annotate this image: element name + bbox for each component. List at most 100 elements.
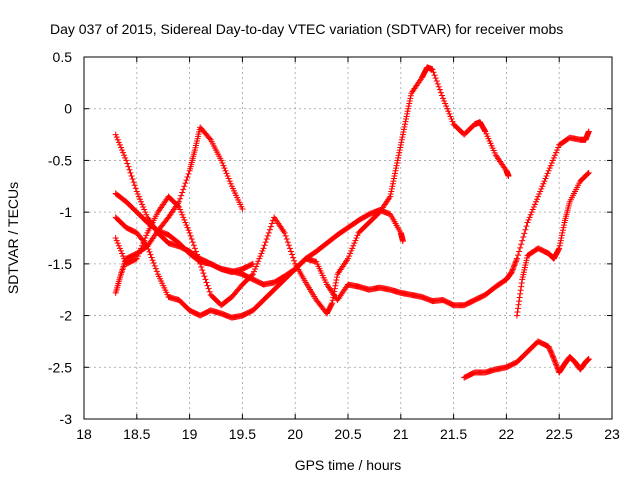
data-point bbox=[218, 157, 225, 164]
data-point bbox=[544, 170, 551, 177]
data-point bbox=[291, 257, 298, 264]
data-point bbox=[524, 219, 531, 226]
data-point bbox=[191, 245, 198, 252]
series-group bbox=[112, 64, 592, 381]
data-point bbox=[196, 257, 203, 264]
data-point bbox=[139, 242, 146, 249]
tick-labels: 18 18.5 19 19.5 20 20.5 21 21.5 22 22.5 23 0.5 0 -0.5… bbox=[48, 49, 620, 442]
data-point bbox=[431, 72, 438, 79]
data-point bbox=[261, 242, 268, 249]
data-point bbox=[177, 206, 184, 213]
data-point bbox=[135, 250, 142, 257]
data-point bbox=[353, 235, 360, 241]
data-point bbox=[399, 238, 406, 245]
y-axis-label: SDTVAR / TECUs bbox=[5, 182, 21, 294]
data-point bbox=[515, 252, 522, 259]
data-point bbox=[133, 188, 140, 195]
data-point bbox=[508, 269, 515, 276]
data-point bbox=[345, 255, 351, 262]
data-point bbox=[347, 250, 354, 257]
data-point bbox=[330, 291, 337, 298]
data-point bbox=[180, 186, 187, 193]
data-point bbox=[141, 237, 148, 244]
data-point bbox=[394, 160, 401, 167]
data-point bbox=[527, 211, 534, 218]
data-point bbox=[178, 192, 185, 199]
data-point bbox=[585, 128, 592, 135]
data-point bbox=[225, 175, 232, 182]
data-point bbox=[285, 242, 292, 249]
data-point bbox=[397, 141, 404, 148]
data-point bbox=[399, 134, 406, 141]
data-point bbox=[266, 226, 273, 233]
data-point bbox=[205, 285, 212, 292]
data-point bbox=[184, 224, 191, 231]
data-point bbox=[388, 185, 395, 192]
y-tick-label: 0 bbox=[64, 101, 72, 117]
data-point bbox=[202, 276, 209, 283]
data-point bbox=[513, 312, 520, 319]
data-point bbox=[256, 255, 263, 262]
data-point bbox=[188, 236, 195, 243]
data-point bbox=[143, 211, 150, 218]
series-arc-3 bbox=[112, 190, 406, 288]
data-point bbox=[134, 191, 141, 198]
data-point bbox=[517, 287, 524, 294]
data-point bbox=[119, 250, 126, 257]
data-point bbox=[444, 105, 451, 112]
data-point bbox=[119, 266, 126, 273]
data-point bbox=[398, 139, 405, 146]
data-point bbox=[543, 172, 550, 179]
data-point bbox=[519, 237, 526, 244]
data-point bbox=[330, 294, 337, 301]
data-point bbox=[348, 247, 355, 254]
data-point bbox=[262, 239, 269, 246]
x-tick-label: 20.5 bbox=[334, 426, 361, 442]
data-point bbox=[445, 108, 452, 115]
data-point bbox=[203, 279, 210, 286]
x-tick-label: 19 bbox=[182, 426, 198, 442]
data-point bbox=[187, 232, 194, 239]
data-point bbox=[547, 162, 554, 169]
data-point bbox=[535, 193, 542, 200]
x-tick-label: 20 bbox=[287, 426, 303, 442]
x-tick-label: 22 bbox=[499, 426, 515, 442]
data-point bbox=[118, 269, 125, 276]
data-point bbox=[438, 92, 445, 99]
data-point bbox=[441, 97, 448, 104]
data-point bbox=[114, 240, 121, 247]
data-point bbox=[437, 89, 444, 96]
data-point bbox=[127, 169, 134, 176]
data-point bbox=[529, 206, 536, 213]
data-point bbox=[517, 290, 524, 297]
data-point bbox=[142, 235, 149, 241]
data-point bbox=[560, 222, 567, 229]
data-point bbox=[553, 362, 560, 369]
data-point bbox=[550, 154, 557, 161]
data-point bbox=[265, 229, 272, 236]
data-point bbox=[128, 172, 135, 179]
data-point bbox=[179, 211, 186, 218]
data-point bbox=[254, 260, 261, 267]
data-point bbox=[540, 180, 547, 187]
data-point bbox=[429, 66, 436, 73]
data-point bbox=[192, 248, 199, 255]
data-point bbox=[389, 183, 396, 190]
data-point bbox=[184, 173, 191, 180]
data-point bbox=[255, 258, 262, 265]
data-point bbox=[556, 245, 563, 252]
data-point bbox=[123, 157, 130, 164]
data-point bbox=[147, 251, 154, 258]
data-point bbox=[253, 263, 260, 270]
data-point bbox=[281, 229, 288, 236]
data-point bbox=[523, 223, 530, 230]
data-point bbox=[404, 110, 411, 117]
data-point bbox=[140, 203, 147, 210]
data-point bbox=[333, 274, 340, 281]
data-point bbox=[393, 165, 400, 172]
data-point bbox=[252, 266, 259, 273]
data-point bbox=[151, 262, 158, 269]
data-point bbox=[153, 268, 160, 275]
data-point bbox=[129, 176, 136, 183]
data-point bbox=[393, 162, 400, 169]
